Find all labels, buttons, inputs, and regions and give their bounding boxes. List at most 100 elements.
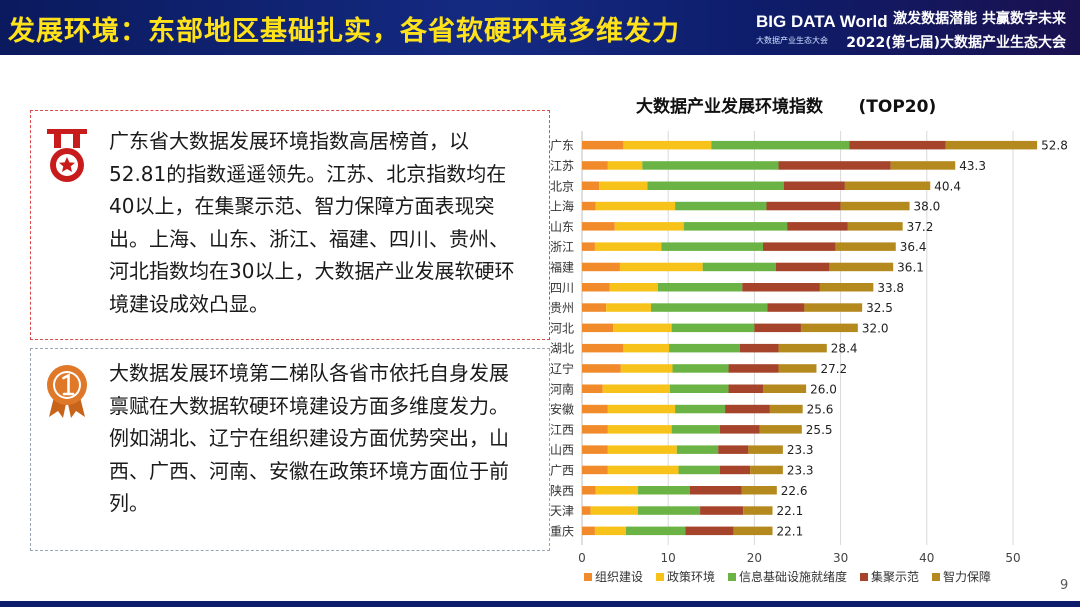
medal-ribbon-icon <box>47 129 87 182</box>
bar-segment <box>582 404 608 414</box>
bar-segment <box>582 465 608 475</box>
category-label: 福建 <box>550 259 574 274</box>
bar-segment <box>582 161 608 170</box>
chart-gridlines <box>581 131 1014 545</box>
bar-segment <box>582 323 614 333</box>
bar-segment <box>582 486 596 495</box>
bar-segment <box>759 425 802 434</box>
total-value-label: 23.3 <box>787 463 814 477</box>
legend-label: 信息基础设施就绪度 <box>739 569 847 584</box>
total-value-label: 23.3 <box>787 443 814 457</box>
chart-x-tick-labels: 0 10 20 30 40 50 <box>578 551 1020 565</box>
bar-segment <box>748 445 783 454</box>
bar-segment <box>614 222 684 231</box>
bar-segment <box>595 201 676 211</box>
total-value-label: 22.6 <box>781 484 808 498</box>
event-logo: BIG DATA World 大数据产业生态大会 <box>756 8 888 48</box>
bar-segment <box>607 161 643 170</box>
total-value-label: 26.0 <box>810 382 837 396</box>
bar-segment <box>642 161 779 170</box>
category-label: 上海 <box>550 199 574 214</box>
bar-segment <box>582 506 591 515</box>
bar-segment <box>623 343 670 353</box>
category-label: 贵州 <box>550 301 574 315</box>
bar-segment <box>594 242 662 251</box>
category-label: 陕西 <box>550 483 574 498</box>
page-title: 发展环境：东部地区基础扎实，各省软硬环境多维发力 <box>8 16 680 47</box>
event-slogan: 激发数据潜能 共赢数字未来 2022(第七届)大数据产业生态大会 <box>846 8 1066 52</box>
category-label: 江苏 <box>550 159 574 173</box>
bar-segment <box>582 425 608 434</box>
bar-segment <box>671 323 755 333</box>
total-value-label: 22.1 <box>777 504 804 518</box>
bar-segment <box>849 140 946 150</box>
x-tick-label: 50 <box>1005 551 1020 565</box>
total-value-label: 25.5 <box>806 423 833 437</box>
x-tick-label: 0 <box>578 551 586 565</box>
x-tick-label: 40 <box>919 551 934 565</box>
bar-segment <box>671 425 720 434</box>
bar-segment <box>650 303 768 312</box>
bar-segment <box>804 303 863 312</box>
bar-segment <box>606 303 651 312</box>
bar-segment <box>609 283 658 292</box>
bar-segment <box>607 404 676 414</box>
stacked-bar-chart: 广东江苏北京上海山东浙江福建四川贵州河北湖北辽宁河南安徽江西山西广西陕西天津重庆… <box>550 131 1068 584</box>
bar-segment <box>689 486 742 495</box>
chart-legend: 组织建设 政策环境 信息基础设施就绪度 集聚示范 智力保障 <box>584 569 991 584</box>
bar-segment <box>700 506 744 515</box>
category-label: 北京 <box>550 179 574 193</box>
bar-segment <box>672 364 729 373</box>
bar-segment <box>675 201 767 211</box>
bar-segment <box>718 445 749 454</box>
bar-segment <box>657 283 743 292</box>
total-value-label: 27.2 <box>820 362 847 376</box>
bar-segment <box>669 384 729 393</box>
category-label: 河北 <box>550 321 574 335</box>
bar-segment <box>800 323 858 333</box>
bar-segment <box>582 201 596 211</box>
category-label: 江西 <box>550 423 574 437</box>
x-tick-label: 20 <box>747 551 762 565</box>
bar-segment <box>743 506 773 515</box>
bar-segment <box>783 181 845 190</box>
bar-segment <box>742 283 820 292</box>
bar-segment <box>620 364 673 373</box>
legend-label: 组织建设 <box>595 570 643 584</box>
bar-segment <box>787 222 848 231</box>
bar-segment <box>613 323 672 333</box>
bar-segment <box>619 262 703 272</box>
bar-segment <box>582 283 610 292</box>
total-value-label: 36.1 <box>897 260 924 274</box>
bar-segment <box>945 140 1038 150</box>
bar-segment <box>638 506 701 515</box>
total-value-label: 32.0 <box>862 321 889 335</box>
bar-segment <box>623 140 712 150</box>
bar-segment <box>778 343 827 353</box>
total-value-label: 32.5 <box>866 301 893 315</box>
medal-number-one-icon <box>47 365 87 418</box>
bar-segment <box>582 384 603 393</box>
bar-segment <box>602 384 670 393</box>
x-tick-label: 10 <box>661 551 676 565</box>
summary-block-bottom: 大数据发展环境第二梯队各省市依托自身发展禀赋在大数据软硬环境建设方面多维度发力。… <box>30 348 550 551</box>
total-value-label: 28.4 <box>831 342 858 356</box>
bar-segment <box>669 343 740 353</box>
bar-segment <box>590 506 639 515</box>
category-label: 山西 <box>550 443 574 457</box>
bar-segment <box>754 323 801 333</box>
summary-text-top: 广东省大数据发展环境指数高居榜首，以52.81的指数遥遥领先。江苏、北京指数均在… <box>109 129 515 316</box>
bar-segment <box>750 465 783 475</box>
legend-swatch <box>860 573 868 581</box>
bar-segment <box>607 445 677 454</box>
bar-segment <box>676 445 719 454</box>
bar-segment <box>661 242 764 251</box>
bar-segment <box>675 404 726 414</box>
legend-label: 集聚示范 <box>871 569 919 584</box>
total-value-label: 40.4 <box>934 179 961 193</box>
bar-segment <box>607 425 672 434</box>
bar-segment <box>582 303 607 312</box>
category-label: 安徽 <box>550 402 574 417</box>
bar-segment <box>847 222 903 231</box>
category-label: 四川 <box>550 281 574 295</box>
